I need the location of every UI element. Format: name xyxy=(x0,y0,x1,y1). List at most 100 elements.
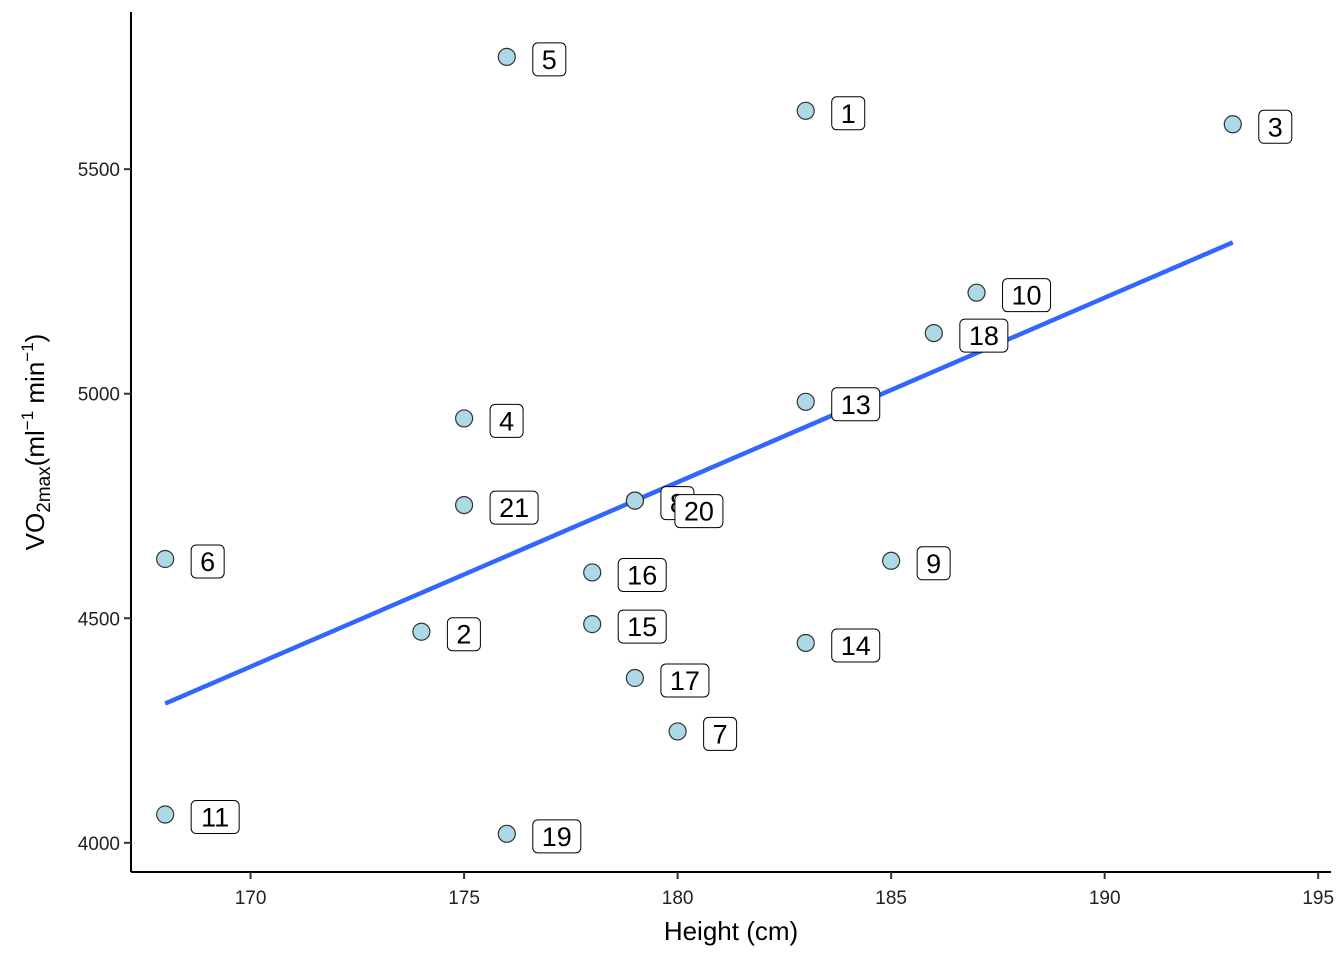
point-label-box xyxy=(446,617,481,652)
x-tick-label: 170 xyxy=(235,888,267,909)
point-label: 3 xyxy=(1258,109,1293,144)
data-point xyxy=(454,495,474,515)
data-point xyxy=(796,633,815,653)
point-label-text: 15 xyxy=(627,612,657,642)
point-label-text: 10 xyxy=(1012,281,1042,311)
point-label: 16 xyxy=(617,557,667,592)
point-label: 9 xyxy=(916,546,951,581)
point-label: 6 xyxy=(190,544,225,579)
point-label: 14 xyxy=(831,628,881,663)
x-tick-label: 180 xyxy=(662,888,694,909)
data-points xyxy=(156,47,1242,843)
point-label-text: 2 xyxy=(456,620,471,650)
x-axis-title: Height (cm) xyxy=(664,916,798,946)
point-label: 5 xyxy=(532,42,567,77)
point-label-text: 1 xyxy=(841,99,856,129)
point-label-box xyxy=(1002,278,1052,313)
point-label-box xyxy=(703,716,738,751)
point-label: 13 xyxy=(831,387,881,422)
point-label-text: 16 xyxy=(627,560,657,590)
y-tick-label: 5500 xyxy=(78,160,120,181)
point-label-text: 7 xyxy=(713,719,728,749)
data-point xyxy=(583,563,602,582)
data-point xyxy=(156,549,175,569)
data-point xyxy=(156,805,175,824)
trend-line xyxy=(164,240,1234,706)
point-label: 1 xyxy=(831,96,866,131)
point-label: 4 xyxy=(489,403,524,438)
point-labels: 1234567891011131415161718192021 xyxy=(190,42,1293,854)
point-label-text: 14 xyxy=(841,631,871,661)
point-label: 15 xyxy=(617,609,667,644)
data-point xyxy=(796,392,815,411)
point-label-box xyxy=(617,609,667,644)
point-label-box xyxy=(617,557,667,592)
point-label-text: 5 xyxy=(542,45,557,75)
y-title-sub: 2max xyxy=(34,466,55,513)
data-point xyxy=(497,824,516,843)
point-label: 2 xyxy=(446,617,481,652)
y-title-base: VO xyxy=(20,513,50,551)
point-label-box xyxy=(660,663,710,698)
point-label-box xyxy=(190,544,225,579)
x-ticks: 170 175 180 185 190 195 xyxy=(235,872,1334,909)
point-label: 20 xyxy=(674,494,724,529)
x-tick-label: 190 xyxy=(1089,888,1121,909)
y-tick-label: 4500 xyxy=(78,609,120,630)
data-point xyxy=(924,323,943,343)
point-label-text: 9 xyxy=(926,549,941,579)
point-label: 18 xyxy=(959,318,1009,353)
point-label-text: 19 xyxy=(542,822,572,852)
point-label: 17 xyxy=(660,663,710,698)
point-label-text: 18 xyxy=(969,321,999,351)
y-title-sup2: −1 xyxy=(18,342,37,361)
point-label-box xyxy=(831,387,881,422)
point-label-box xyxy=(674,494,724,529)
point-label-text: 20 xyxy=(684,497,714,527)
x-tick-label: 175 xyxy=(448,888,480,909)
y-tick-label: 5000 xyxy=(78,385,120,406)
point-label: 21 xyxy=(489,490,539,525)
data-point xyxy=(668,722,687,741)
data-point xyxy=(625,668,645,688)
point-label: 19 xyxy=(532,819,582,854)
point-label-text: 3 xyxy=(1268,112,1283,142)
data-point xyxy=(1223,115,1242,134)
data-point xyxy=(882,551,901,570)
point-label-text: 11 xyxy=(201,803,229,833)
y-title-units-close: ) xyxy=(20,334,50,343)
point-label-box xyxy=(916,546,951,581)
y-ticks: 4000 4500 5000 5500 xyxy=(78,160,131,855)
point-label-box xyxy=(489,403,524,438)
y-title-units-open: (ml xyxy=(20,430,50,466)
point-label-text: 13 xyxy=(841,390,871,420)
point-label-text: 4 xyxy=(499,406,514,436)
point-label-box xyxy=(190,800,240,835)
point-label-box xyxy=(489,490,539,525)
point-label-box xyxy=(831,628,881,663)
x-tick-label: 185 xyxy=(875,888,907,909)
point-label-box xyxy=(831,96,866,131)
data-point xyxy=(497,47,516,67)
y-title-mid: min xyxy=(20,362,50,411)
point-label-text: 17 xyxy=(670,666,700,696)
data-point xyxy=(454,409,474,428)
data-point xyxy=(412,622,431,641)
point-label-box xyxy=(532,42,567,77)
data-point xyxy=(583,615,602,634)
point-label-box xyxy=(532,819,582,854)
y-axis-title: VO2max(ml−1 min−1) xyxy=(18,334,55,551)
x-tick-label: 195 xyxy=(1302,888,1334,909)
y-title-sup1: −1 xyxy=(18,411,37,430)
data-point xyxy=(967,283,986,302)
point-label-text: 21 xyxy=(499,493,529,523)
point-label: 7 xyxy=(703,716,738,751)
data-point xyxy=(796,101,815,120)
point-label-box xyxy=(1258,109,1293,144)
y-tick-label: 4000 xyxy=(78,834,120,855)
point-label: 11 xyxy=(190,800,240,835)
point-label-text: 6 xyxy=(200,547,215,577)
point-label-box xyxy=(959,318,1009,353)
